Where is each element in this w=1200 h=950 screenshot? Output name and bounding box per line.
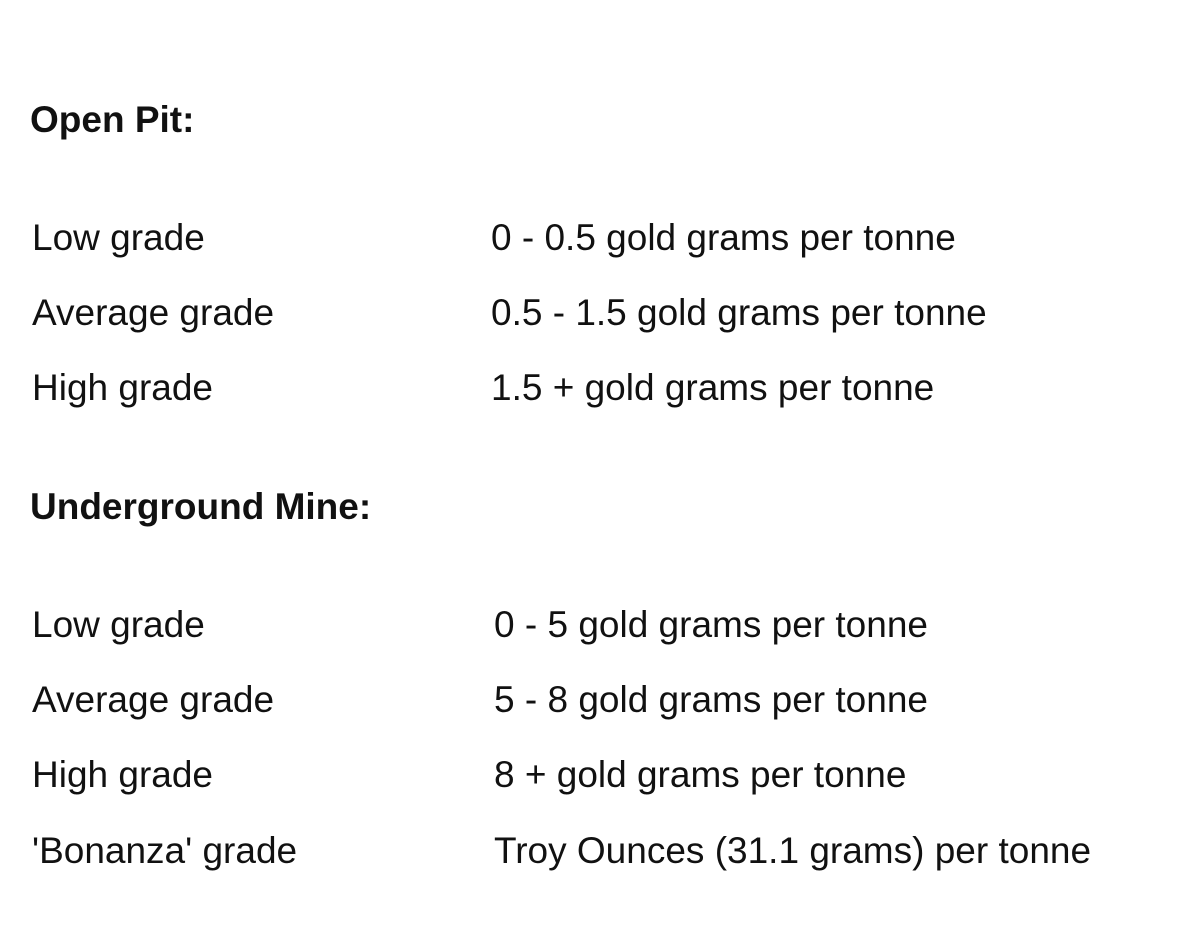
grade-label: High grade	[32, 367, 214, 408]
grade-label: High grade	[32, 754, 214, 795]
grade-label: Average grade	[32, 292, 275, 333]
table-row: Low grade 0 - 5 gold grams per tonne	[0, 603, 1200, 647]
grade-value: 0 - 5 gold grams per tonne	[494, 604, 928, 645]
grade-value: 0 - 0.5 gold grams per tonne	[491, 217, 956, 258]
table-row: Average grade 5 - 8 gold grams per tonne	[0, 678, 1200, 722]
grade-label: Average grade	[32, 679, 275, 720]
grade-value: 0.5 - 1.5 gold grams per tonne	[491, 292, 987, 333]
table-row: 'Bonanza' grade Troy Ounces (31.1 grams)…	[0, 829, 1200, 873]
grade-label: Low grade	[32, 217, 205, 258]
table-row: Low grade 0 - 0.5 gold grams per tonne	[0, 216, 1200, 260]
section-heading-open-pit: Open Pit:	[30, 99, 195, 140]
table-row: High grade 1.5 + gold grams per tonne	[0, 366, 1200, 410]
table-row: Average grade 0.5 - 1.5 gold grams per t…	[0, 291, 1200, 335]
table-row: High grade 8 + gold grams per tonne	[0, 753, 1200, 797]
grade-label: 'Bonanza' grade	[32, 830, 298, 871]
grade-value: Troy Ounces (31.1 grams) per tonne	[494, 830, 1092, 871]
grade-value: 5 - 8 gold grams per tonne	[494, 679, 928, 720]
grade-value: 8 + gold grams per tonne	[494, 754, 907, 795]
section-heading-underground-mine: Underground Mine:	[30, 486, 372, 527]
grade-value: 1.5 + gold grams per tonne	[491, 367, 935, 408]
grade-label: Low grade	[32, 604, 205, 645]
